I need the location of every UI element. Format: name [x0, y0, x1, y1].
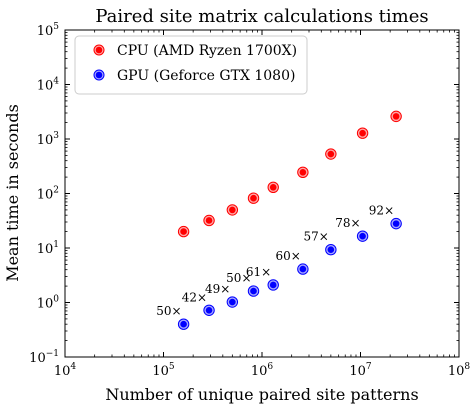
legend-box	[74, 35, 308, 95]
speedup-annotation: 42×	[182, 290, 207, 304]
y-tick-label: 103	[37, 131, 60, 148]
gpu-point	[205, 306, 213, 314]
legend-marker-cpu-core	[95, 46, 103, 54]
legend-label-cpu: CPU (AMD Ryzen 1700X)	[117, 43, 297, 59]
gpu-point	[250, 287, 257, 295]
axes-layer: 104 105 106 107 108 10−1 100 101 102 103 104 105	[29, 22, 470, 379]
x-tick-label: 108	[448, 362, 471, 379]
x-tick-label: 107	[349, 362, 372, 379]
gpu-point	[327, 246, 335, 254]
cpu-point	[327, 150, 335, 158]
cpu-point	[359, 129, 366, 137]
speedup-annotation: 49×	[205, 282, 230, 296]
y-tick-label: 104	[37, 77, 60, 94]
speedup-annotation: 50×	[156, 304, 181, 318]
legend-marker-gpu-core	[95, 71, 103, 79]
legend-label-gpu: GPU (Geforce GTX 1080)	[117, 68, 295, 84]
cpu-point	[205, 217, 213, 224]
annotations-layer: 50×42×49×50×61×60×57×78×92×	[156, 204, 394, 319]
cpu-point	[392, 113, 400, 120]
gpu-point	[229, 298, 236, 306]
cpu-point	[250, 194, 257, 202]
x-axis-label: Number of unique paired site patterns	[105, 385, 418, 404]
speedup-annotation: 78×	[335, 216, 360, 230]
x-tick-label: 106	[251, 362, 274, 379]
gpu-point	[269, 281, 277, 289]
chart-title: Paired site matrix calculations times	[95, 6, 428, 27]
y-tick-label: 105	[37, 22, 60, 39]
points-layer	[177, 110, 402, 330]
y-tick-label: 101	[37, 240, 59, 257]
legend: CPU (AMD Ryzen 1700X) GPU (Geforce GTX 1…	[74, 35, 308, 95]
gpu-point	[180, 320, 187, 328]
cpu-point	[180, 228, 187, 235]
x-tick-label: 104	[54, 362, 77, 379]
speedup-annotation: 61×	[246, 265, 271, 279]
cpu-point	[269, 183, 277, 191]
y-axis-label: Mean time in seconds	[3, 104, 22, 282]
cpu-point	[229, 206, 236, 214]
speedup-annotation: 92×	[369, 204, 394, 218]
y-tick-label: 10−1	[29, 349, 59, 366]
speedup-annotation: 57×	[304, 230, 329, 244]
y-tick-label: 100	[37, 295, 60, 312]
gpu-point	[392, 220, 400, 227]
speedup-annotation: 60×	[276, 249, 301, 263]
y-tick-label: 102	[37, 186, 59, 203]
gpu-point	[359, 232, 366, 240]
gpu-point	[299, 265, 307, 273]
x-tick-label: 105	[152, 362, 175, 379]
speedup-annotation: 50×	[226, 271, 251, 285]
cpu-point	[299, 168, 307, 176]
